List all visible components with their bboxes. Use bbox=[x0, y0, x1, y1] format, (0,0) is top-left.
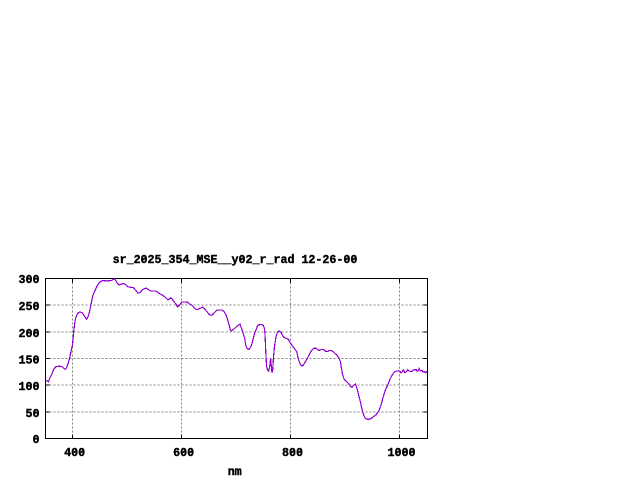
svg-text:250: 250 bbox=[19, 300, 40, 314]
svg-text:50: 50 bbox=[26, 407, 40, 421]
svg-text:300: 300 bbox=[19, 273, 40, 287]
svg-text:sr_2025_354_MSE__y02_r_rad 12-: sr_2025_354_MSE__y02_r_rad 12-26-00 bbox=[113, 253, 358, 267]
svg-text:1000: 1000 bbox=[388, 446, 416, 460]
svg-text:0: 0 bbox=[33, 433, 40, 447]
svg-text:150: 150 bbox=[19, 354, 40, 368]
svg-text:800: 800 bbox=[282, 446, 303, 460]
svg-text:200: 200 bbox=[19, 327, 40, 341]
svg-text:100: 100 bbox=[19, 380, 40, 394]
svg-text:600: 600 bbox=[173, 446, 194, 460]
svg-text:400: 400 bbox=[64, 446, 85, 460]
svg-text:nm: nm bbox=[228, 465, 242, 479]
